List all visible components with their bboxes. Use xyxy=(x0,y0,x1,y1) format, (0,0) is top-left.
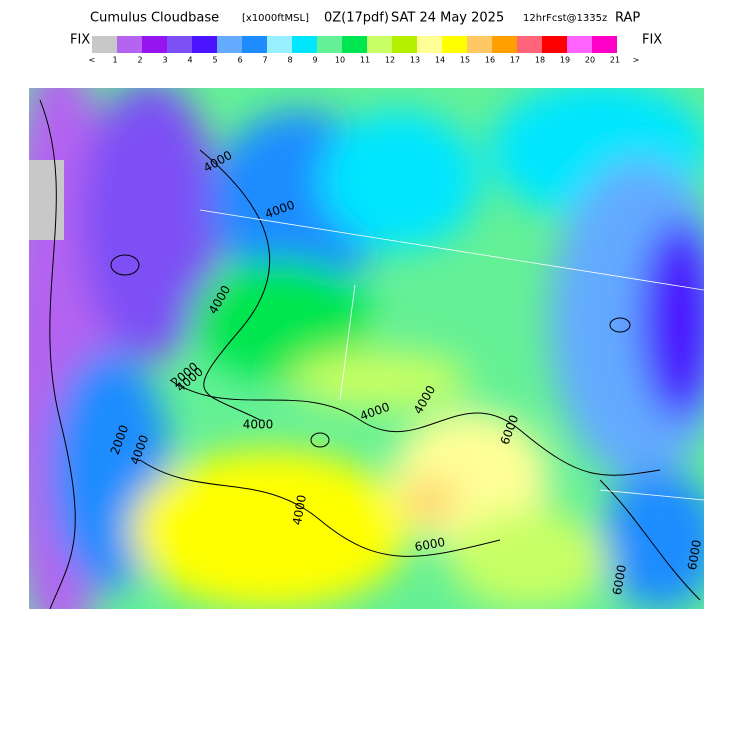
colorbar-swatch xyxy=(142,36,167,53)
colorbar-tick-label: 16 xyxy=(485,56,495,65)
colorbar-tick-label: > xyxy=(633,56,640,65)
header-model: RAP xyxy=(615,11,640,26)
colorbar-swatch xyxy=(417,36,442,53)
colorbar-tick-label: 19 xyxy=(560,56,570,65)
colorbar-tick-label: 17 xyxy=(510,56,520,65)
colorbar-tick-label: 9 xyxy=(312,56,317,65)
colorbar-tick-label: 14 xyxy=(435,56,445,65)
colorbar-tick-label: 11 xyxy=(360,56,370,65)
contour-label: 6000 xyxy=(414,535,447,554)
header-run: 0Z(17pdf) xyxy=(324,11,389,26)
colorbar-swatch xyxy=(492,36,517,53)
colorbar-swatch xyxy=(592,36,617,53)
colorbar-tick-label: 10 xyxy=(335,56,345,65)
contour-label: 4000 xyxy=(243,418,274,432)
colorbar-swatch xyxy=(192,36,217,53)
colorbar-tick-label: 1 xyxy=(112,56,117,65)
header-valid: SAT 24 May 2025 xyxy=(391,11,504,26)
colorbar-swatch xyxy=(542,36,567,53)
colorbar-tick-label: 5 xyxy=(212,56,217,65)
colorbar-tick-label: 20 xyxy=(585,56,595,65)
colorbar-swatch xyxy=(467,36,492,53)
colorbar-swatch xyxy=(167,36,192,53)
colorbar-swatch xyxy=(567,36,592,53)
colorbar-swatch xyxy=(442,36,467,53)
colorbar-tick-label: 7 xyxy=(262,56,267,65)
colorbar-swatch xyxy=(92,36,117,53)
colorbar-tick-label: 18 xyxy=(535,56,545,65)
colorbar-tick-label: 3 xyxy=(162,56,167,65)
contour-label: 6000 xyxy=(685,539,704,572)
colorbar-tick-label: 13 xyxy=(410,56,420,65)
colorbar-swatch xyxy=(342,36,367,53)
colorbar-tick-label: < xyxy=(89,56,96,65)
colorbar-tick-label: 4 xyxy=(187,56,192,65)
colorbar-swatch xyxy=(517,36,542,53)
colorbar-right-label: FIX xyxy=(642,33,662,48)
colorbar-swatch xyxy=(242,36,267,53)
colorbar-swatch xyxy=(217,36,242,53)
colorbar-swatch xyxy=(117,36,142,53)
colorbar-swatch xyxy=(367,36,392,53)
header-forecast: 12hrFcst@1335z xyxy=(523,13,607,24)
colorbar-swatch xyxy=(317,36,342,53)
colorbar-tick-label: 6 xyxy=(237,56,242,65)
contour-label: 6000 xyxy=(610,564,629,597)
colorbar-left-label: FIX xyxy=(70,33,90,48)
header-units: [x1000ftMSL] xyxy=(242,13,309,24)
colorbar-tick-label: 8 xyxy=(287,56,292,65)
colorbar-swatch xyxy=(392,36,417,53)
colorbar-tick-label: 15 xyxy=(460,56,470,65)
colorbar-swatch xyxy=(267,36,292,53)
contour-label: 4000 xyxy=(290,494,309,527)
colorbar-tick-label: 2 xyxy=(137,56,142,65)
colorbar-tick-label: 12 xyxy=(385,56,395,65)
header-product: Cumulus Cloudbase xyxy=(90,11,219,26)
colorbar-tick-label: 21 xyxy=(610,56,620,65)
colorbar-swatch xyxy=(292,36,317,53)
